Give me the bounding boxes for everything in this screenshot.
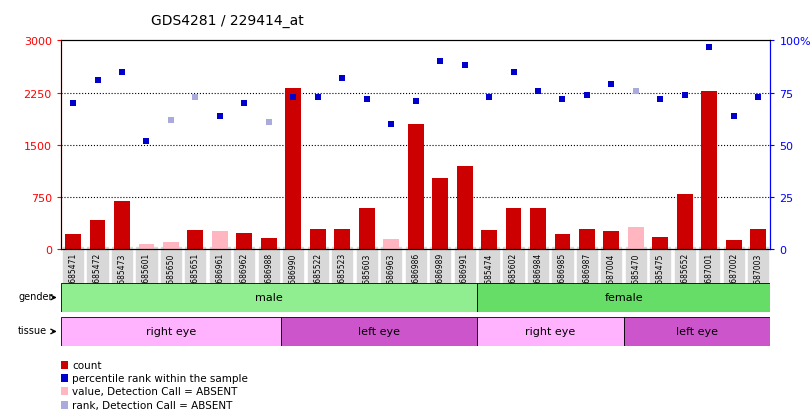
Bar xyxy=(236,234,252,250)
Bar xyxy=(61,318,281,346)
Text: right eye: right eye xyxy=(525,327,575,337)
Bar xyxy=(530,209,546,250)
Bar xyxy=(358,208,375,250)
Bar xyxy=(139,244,154,250)
Bar xyxy=(624,318,770,346)
Text: count: count xyxy=(72,360,101,370)
Text: value, Detection Call = ABSENT: value, Detection Call = ABSENT xyxy=(72,386,238,396)
Bar xyxy=(261,239,277,250)
Bar xyxy=(212,231,228,250)
Bar xyxy=(89,220,105,250)
Bar xyxy=(65,235,81,250)
Bar xyxy=(114,201,130,250)
Bar xyxy=(579,229,595,250)
Text: female: female xyxy=(604,293,643,303)
Bar xyxy=(726,241,742,250)
Bar xyxy=(432,178,448,250)
Bar xyxy=(281,318,477,346)
Bar xyxy=(628,228,644,250)
Text: male: male xyxy=(255,293,283,303)
Bar xyxy=(505,209,521,250)
Bar xyxy=(750,230,766,250)
Bar xyxy=(603,232,620,250)
Bar xyxy=(310,229,326,250)
Bar xyxy=(677,194,693,250)
Bar xyxy=(477,318,624,346)
Text: percentile rank within the sample: percentile rank within the sample xyxy=(72,373,248,383)
Text: GDS4281 / 229414_at: GDS4281 / 229414_at xyxy=(151,14,303,28)
Bar xyxy=(481,230,497,250)
Bar xyxy=(652,237,668,250)
Bar xyxy=(187,230,204,250)
Text: right eye: right eye xyxy=(146,327,196,337)
Text: gender: gender xyxy=(18,292,53,301)
Bar xyxy=(285,88,301,250)
Text: tissue: tissue xyxy=(18,325,47,335)
Bar xyxy=(334,230,350,250)
Bar xyxy=(163,242,179,250)
Text: left eye: left eye xyxy=(676,327,718,337)
Bar xyxy=(477,284,770,312)
Bar xyxy=(457,166,473,250)
Bar xyxy=(408,125,423,250)
Text: rank, Detection Call = ABSENT: rank, Detection Call = ABSENT xyxy=(72,400,233,410)
Bar xyxy=(384,240,399,250)
Bar xyxy=(61,284,477,312)
Text: left eye: left eye xyxy=(358,327,400,337)
Bar xyxy=(702,92,717,250)
Bar xyxy=(555,235,570,250)
